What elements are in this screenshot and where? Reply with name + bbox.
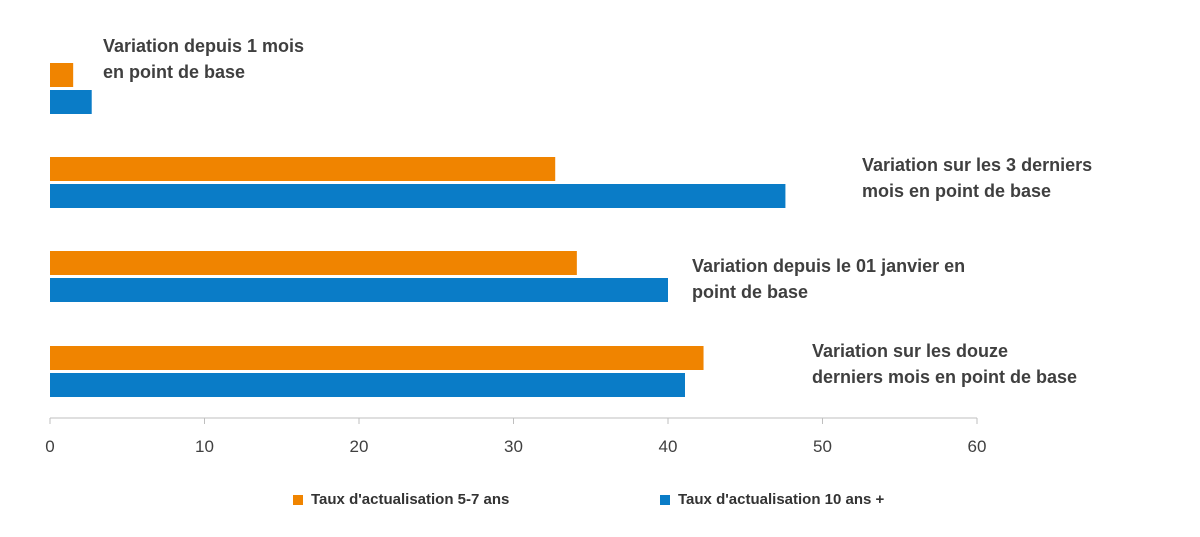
legend: Taux d'actualisation 5-7 ans Taux d'actu…: [0, 491, 1200, 515]
category-label: Variation depuis le 01 janvier en point d…: [692, 256, 965, 302]
x-tick-label: 20: [350, 437, 369, 456]
bar-10-ans-plus-cat-2: [50, 184, 786, 208]
legend-item-5-7-ans: Taux d'actualisation 5-7 ans: [293, 491, 509, 508]
legend-swatch-blue: [660, 494, 670, 505]
bar-10-ans-plus-cat-3: [50, 278, 668, 302]
x-tick-label: 40: [659, 437, 678, 456]
legend-item-10-ans-plus: Taux d'actualisation 10 ans +: [660, 491, 884, 508]
x-tick-label: 30: [504, 437, 523, 456]
category-labels: Variation depuis 1 mois en point de base V…: [103, 36, 1092, 387]
bar-5-7-ans-cat-1: [50, 63, 74, 87]
bar-5-7-ans-cat-3: [50, 251, 577, 275]
bar-10-ans-plus-cat-4: [50, 373, 685, 397]
x-tick-label: 50: [813, 437, 832, 456]
bars-group: [50, 63, 786, 397]
bar-chart: Variation depuis 1 mois en point de base V…: [45, 36, 1092, 456]
x-tick-label: 10: [195, 437, 214, 456]
x-axis-ticks: 0 10 20 30 40 50 60: [45, 418, 986, 456]
category-label: Variation sur les douze derniers mois en …: [812, 341, 1077, 387]
legend-swatch-orange: [293, 494, 303, 505]
x-tick-label: 60: [968, 437, 987, 456]
bar-10-ans-plus-cat-1: [50, 90, 92, 114]
category-label: Variation depuis 1 mois en point de base: [103, 36, 304, 82]
bar-5-7-ans-cat-4: [50, 346, 704, 370]
legend-label: Taux d'actualisation 5-7 ans: [311, 491, 510, 508]
bar-5-7-ans-cat-2: [50, 157, 556, 181]
category-label: Variation sur les 3 derniers mois en poin…: [862, 155, 1092, 201]
x-tick-label: 0: [45, 437, 54, 456]
legend-label: Taux d'actualisation 10 ans +: [678, 491, 885, 508]
